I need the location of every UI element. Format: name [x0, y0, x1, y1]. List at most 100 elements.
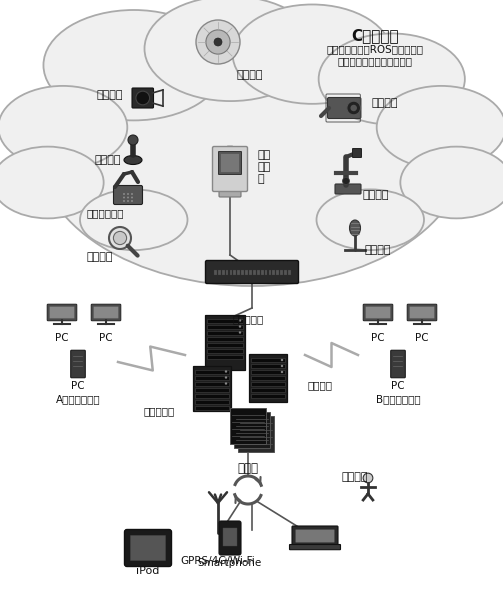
FancyBboxPatch shape [91, 304, 121, 321]
FancyBboxPatch shape [207, 318, 243, 323]
Bar [284, 270, 287, 274]
FancyBboxPatch shape [363, 304, 393, 321]
FancyBboxPatch shape [234, 412, 270, 448]
FancyBboxPatch shape [327, 97, 361, 118]
Bar [261, 270, 264, 274]
FancyBboxPatch shape [207, 330, 243, 334]
Text: 人: 人 [258, 174, 265, 184]
FancyBboxPatch shape [251, 370, 285, 374]
Circle shape [281, 359, 283, 361]
Text: 个人终端: 个人终端 [342, 472, 368, 482]
Bar [280, 270, 283, 274]
Text: PC: PC [415, 333, 429, 343]
FancyBboxPatch shape [207, 355, 243, 359]
FancyBboxPatch shape [195, 387, 229, 391]
Text: iPod: iPod [136, 566, 159, 576]
FancyBboxPatch shape [207, 324, 243, 328]
FancyBboxPatch shape [251, 358, 285, 362]
Text: 视觉监测: 视觉监测 [97, 90, 123, 100]
FancyBboxPatch shape [207, 336, 243, 340]
Circle shape [363, 473, 373, 483]
Text: 远程操控: 远程操控 [95, 155, 121, 165]
Bar [222, 270, 225, 274]
Circle shape [131, 197, 133, 198]
Ellipse shape [350, 220, 361, 236]
Ellipse shape [80, 189, 188, 250]
Ellipse shape [318, 33, 465, 125]
Text: GPRS/4G/Wi-Fi: GPRS/4G/Wi-Fi [181, 556, 256, 566]
Circle shape [123, 193, 125, 195]
Bar [253, 270, 256, 274]
FancyBboxPatch shape [251, 364, 285, 368]
Bar [229, 270, 232, 274]
Ellipse shape [316, 189, 424, 250]
FancyBboxPatch shape [195, 381, 229, 386]
Ellipse shape [0, 147, 104, 219]
FancyBboxPatch shape [249, 354, 287, 402]
Ellipse shape [43, 10, 224, 121]
Ellipse shape [400, 147, 503, 219]
Text: （每个模块可选择性接入）: （每个模块可选择性接入） [338, 56, 412, 66]
FancyBboxPatch shape [195, 375, 229, 380]
Text: 机器: 机器 [258, 162, 271, 172]
Circle shape [347, 101, 361, 115]
Circle shape [136, 91, 149, 105]
Circle shape [351, 105, 357, 111]
FancyBboxPatch shape [218, 151, 241, 175]
FancyBboxPatch shape [230, 408, 266, 444]
FancyBboxPatch shape [195, 393, 229, 397]
FancyBboxPatch shape [251, 388, 285, 392]
Circle shape [131, 193, 133, 195]
Bar [269, 270, 272, 274]
Circle shape [214, 38, 222, 46]
Text: 备份服务器: 备份服务器 [232, 314, 264, 324]
Ellipse shape [233, 5, 392, 104]
FancyBboxPatch shape [219, 521, 241, 555]
FancyBboxPatch shape [195, 400, 229, 403]
FancyBboxPatch shape [238, 416, 274, 452]
Bar [214, 270, 217, 274]
Ellipse shape [0, 86, 127, 169]
FancyBboxPatch shape [207, 343, 243, 346]
Circle shape [225, 370, 227, 372]
Bar [257, 270, 260, 274]
FancyBboxPatch shape [366, 307, 390, 318]
Circle shape [281, 371, 283, 373]
Text: 智能语音呼叫: 智能语音呼叫 [86, 208, 124, 218]
FancyBboxPatch shape [391, 350, 405, 378]
Circle shape [239, 326, 241, 328]
FancyBboxPatch shape [290, 545, 341, 549]
FancyBboxPatch shape [410, 307, 434, 318]
FancyBboxPatch shape [221, 154, 239, 172]
Bar [223, 528, 237, 546]
Text: 终端: 终端 [258, 150, 271, 160]
Ellipse shape [144, 0, 316, 101]
FancyBboxPatch shape [125, 529, 172, 567]
Bar [237, 270, 240, 274]
FancyBboxPatch shape [195, 406, 229, 409]
Text: 协作手术: 协作手术 [363, 190, 389, 200]
Ellipse shape [37, 10, 467, 286]
Text: 智能对讲: 智能对讲 [365, 245, 391, 255]
Circle shape [123, 197, 125, 198]
FancyBboxPatch shape [50, 307, 74, 318]
Circle shape [239, 331, 241, 334]
FancyBboxPatch shape [335, 184, 361, 194]
Circle shape [127, 197, 129, 198]
Circle shape [206, 30, 230, 54]
FancyBboxPatch shape [195, 369, 229, 374]
Text: 警报系统: 警报系统 [237, 70, 263, 80]
FancyBboxPatch shape [132, 88, 153, 108]
FancyBboxPatch shape [251, 382, 285, 386]
Ellipse shape [377, 86, 503, 169]
Bar [273, 270, 275, 274]
Bar [241, 270, 244, 274]
Text: Smartphone: Smartphone [198, 558, 262, 568]
FancyBboxPatch shape [114, 185, 142, 204]
FancyBboxPatch shape [71, 350, 86, 378]
FancyBboxPatch shape [130, 536, 165, 561]
FancyBboxPatch shape [193, 365, 231, 410]
Text: 数据服务器: 数据服务器 [144, 406, 175, 416]
Circle shape [343, 178, 350, 185]
Text: PC: PC [371, 333, 385, 343]
